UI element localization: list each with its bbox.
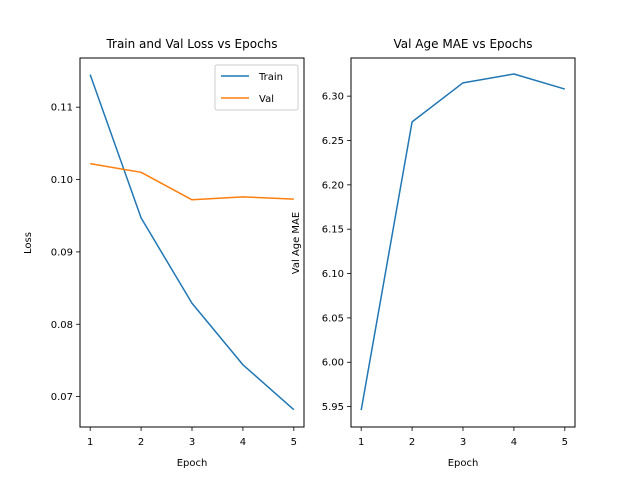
y-tick-label-mae: 6.30	[322, 92, 344, 103]
x-tick-label-mae: 1	[358, 437, 364, 448]
y-tick-label-mae: 5.95	[322, 402, 344, 413]
y-tick-label-mae: 6.10	[322, 269, 344, 280]
series-line-mae	[360, 73, 566, 411]
y-tick-label-loss: 0.11	[51, 103, 73, 114]
x-tick-label-loss: 1	[87, 437, 93, 448]
x-tick-label-loss: 2	[138, 437, 144, 448]
x-tick-label-mae: 5	[562, 437, 568, 448]
series-group-mae	[360, 73, 566, 411]
x-axis-label-loss: Epoch	[177, 458, 208, 469]
x-tick-label-mae: 4	[511, 437, 517, 448]
axes-frame-loss	[79, 57, 305, 428]
x-tick-label-loss: 5	[291, 437, 297, 448]
y-tick-label-mae: 6.25	[322, 136, 344, 147]
series-line-val	[90, 162, 294, 201]
chart-title-loss: Train and Val Loss vs Epochs	[105, 37, 277, 51]
axes-frame-mae	[350, 57, 576, 428]
series-group-loss	[89, 74, 295, 411]
subplot-mae: Val Age MAE vs Epochs 1 2 3 4 5 5.95 6.00 6.05…	[291, 37, 576, 469]
legend-label-train: Train	[258, 72, 283, 83]
legend-box	[214, 64, 299, 111]
legend: Train Val	[214, 64, 299, 111]
y-axis-label-loss: Loss	[23, 232, 34, 254]
x-tick-label-mae: 3	[460, 437, 466, 448]
y-tick-label-mae: 6.00	[322, 358, 344, 369]
y-ticks-mae: 5.95 6.00 6.05 6.10 6.15 6.20 6.25 6.30	[322, 92, 351, 413]
chart-title-mae: Val Age MAE vs Epochs	[394, 37, 533, 51]
x-axis-label-mae: Epoch	[448, 458, 479, 469]
x-tick-label-loss: 3	[189, 437, 195, 448]
y-tick-label-mae: 6.15	[322, 225, 344, 236]
x-ticks-loss: 1 2 3 4 5	[87, 427, 297, 448]
x-tick-label-mae: 2	[409, 437, 415, 448]
y-tick-label-mae: 6.20	[322, 180, 344, 191]
legend-label-val: Val	[259, 94, 274, 105]
y-tick-label-loss: 0.08	[51, 320, 73, 331]
x-ticks-mae: 1 2 3 4 5	[358, 427, 568, 448]
x-tick-label-loss: 4	[240, 437, 246, 448]
y-axis-label-mae: Val Age MAE	[291, 212, 302, 274]
y-ticks-loss: 0.07 0.08 0.09 0.10 0.11	[51, 103, 80, 403]
y-tick-label-loss: 0.10	[51, 175, 73, 186]
y-tick-label-loss: 0.07	[51, 392, 73, 403]
y-tick-label-loss: 0.09	[51, 247, 73, 258]
y-tick-label-mae: 6.05	[322, 313, 344, 324]
